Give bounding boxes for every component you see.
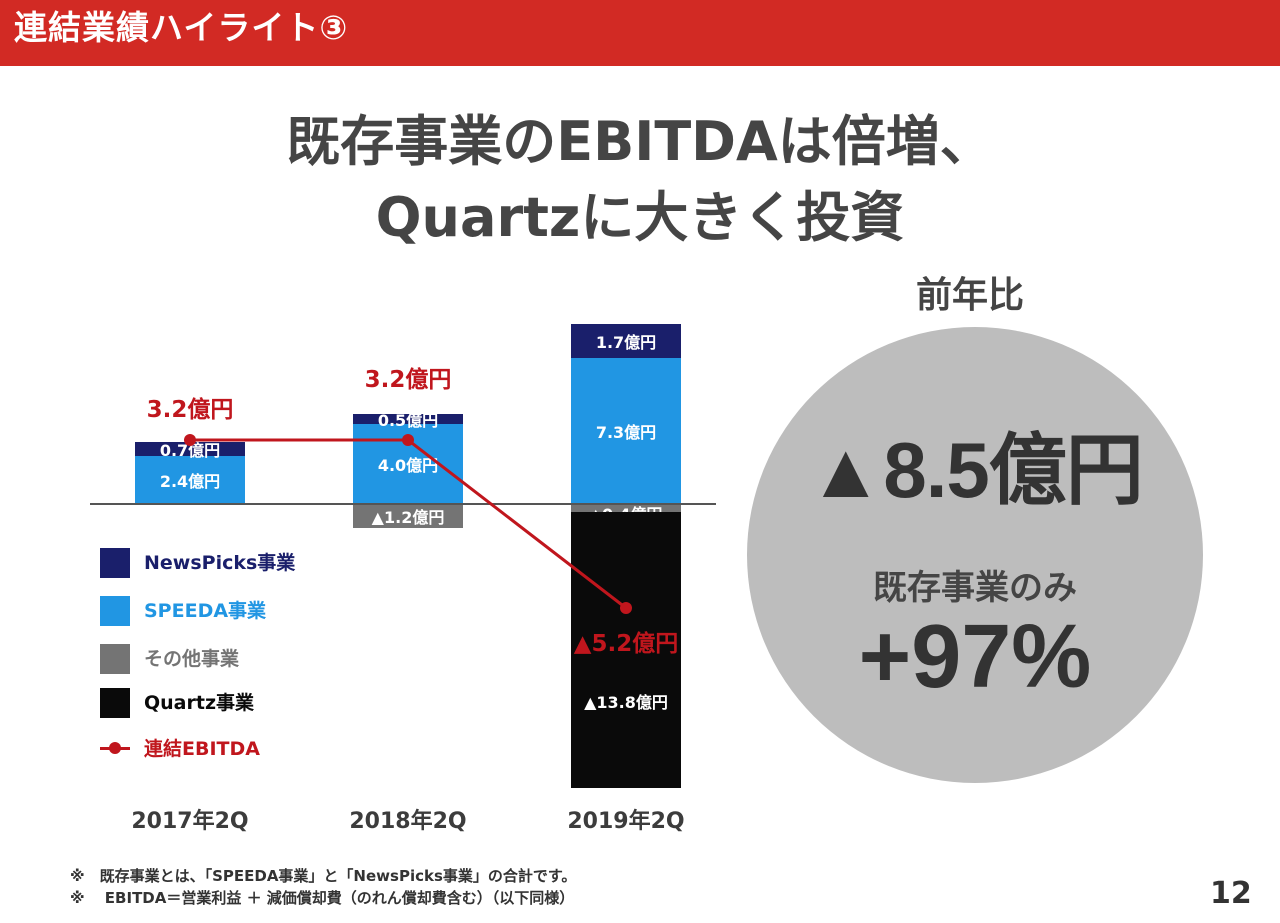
footnote-ebitda-definition: ※ EBITDA＝営業利益 ＋ 減価償却費（のれん償却費含む）（以下同様） (70, 889, 575, 907)
bar-speeda-0 (135, 456, 245, 504)
bar-newspicks-1 (353, 414, 463, 424)
x-tick-label-0: 2017年2Q (131, 808, 248, 834)
bar-other-2 (571, 504, 681, 512)
bar-label-speeda-1: 4.0億円 (378, 456, 438, 475)
headline-line-1: 既存事業のEBITDAは倍増、 (286, 110, 994, 173)
ebitda-value-label-0: 3.2億円 (147, 396, 234, 423)
header-bar: 連結業績ハイライト③ (0, 0, 1280, 66)
legend-swatch-newspicks (100, 548, 130, 578)
page-title: 連結業績ハイライト③ (14, 8, 349, 47)
bar-quartz-2 (571, 512, 681, 788)
ebitda-point-1 (402, 434, 414, 446)
ebitda-chart: 2.4億円 0.7億円 2017年2Q 4.0億円 0.5億円 ▲1.2億円 2018年2Q… (90, 324, 716, 834)
bar-other-1 (353, 504, 463, 528)
legend-dot-sample (109, 742, 121, 754)
ebitda-point-0 (184, 434, 196, 446)
legend-swatch-speeda (100, 596, 130, 626)
existing-business-label: 既存事業のみ (873, 568, 1077, 608)
legend-label-speeda: SPEEDA事業 (144, 600, 267, 622)
bar-newspicks-2 (571, 324, 681, 358)
legend-label-quartz: Quartz事業 (144, 692, 255, 714)
legend-label-newspicks: NewsPicks事業 (144, 552, 296, 574)
bar-label-newspicks-0: 0.7億円 (160, 441, 220, 460)
legend-swatch-quartz (100, 688, 130, 718)
bar-label-speeda-2: 7.3億円 (596, 423, 656, 442)
yoy-value: ▲8.5億円 (807, 426, 1144, 514)
bar-label-speeda-0: 2.4億円 (160, 472, 220, 491)
ebitda-point-2 (620, 602, 632, 614)
bar-newspicks-0 (135, 442, 245, 456)
bar-label-newspicks-2: 1.7億円 (596, 333, 656, 352)
legend-label-ebitda: 連結EBITDA (144, 738, 260, 760)
ebitda-value-label-1: 3.2億円 (365, 366, 452, 393)
bar-label-other-1: ▲1.2億円 (372, 508, 445, 527)
headline-line-2: Quartzに大きく投資 (375, 186, 905, 249)
footnote-existing-business: ※ 既存事業とは、「SPEEDA事業」と「NewsPicks事業」の合計です。 (70, 867, 577, 885)
legend-label-other: その他事業 (144, 648, 240, 670)
ebitda-value-label-2: ▲5.2億円 (574, 630, 678, 657)
yoy-circle (747, 327, 1203, 783)
page-number: 12 (1210, 876, 1252, 911)
bar-label-quartz-2: ▲13.8億円 (584, 693, 668, 712)
bar-speeda-2 (571, 358, 681, 504)
legend-swatch-other (100, 644, 130, 674)
bar-label-newspicks-1: 0.5億円 (378, 411, 438, 430)
yoy-title: 前年比 (915, 275, 1024, 316)
existing-business-growth: +97% (858, 607, 1092, 707)
x-tick-label-2: 2019年2Q (567, 808, 684, 834)
x-tick-label-1: 2018年2Q (349, 808, 466, 834)
